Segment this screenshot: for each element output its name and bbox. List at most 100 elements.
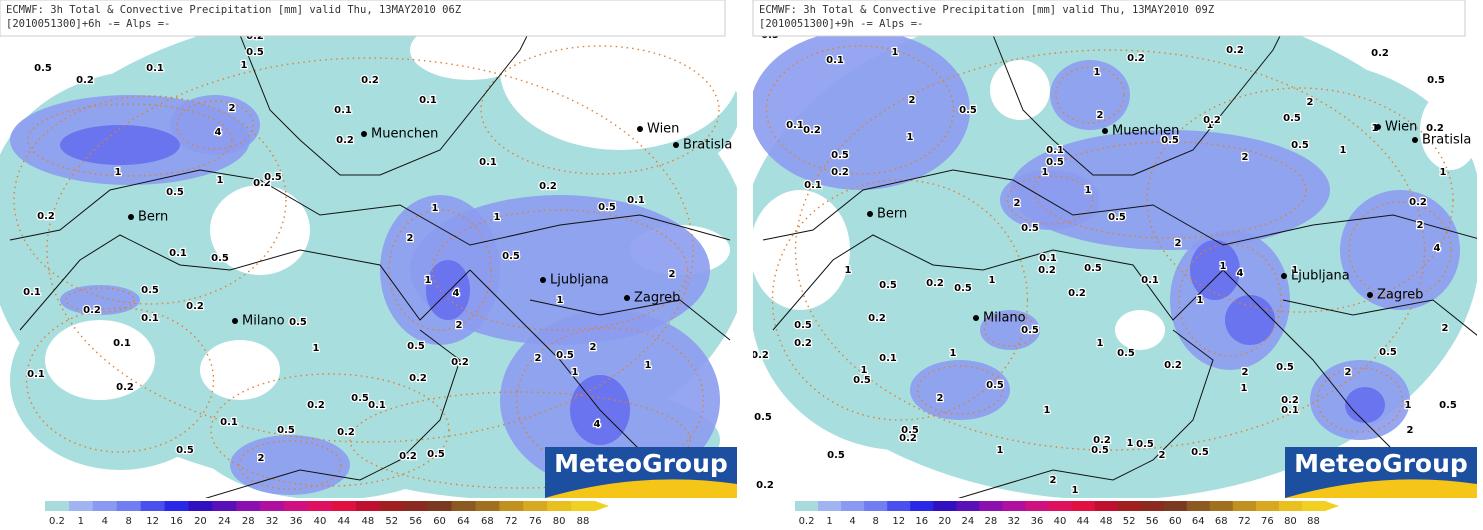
contour-label: 0.1 [146,63,164,74]
contour-line [1178,243,1282,357]
contour-label: 1 [861,365,868,376]
contour-line [480,45,720,175]
contour-label: 1 [425,275,432,286]
contour-label: 0.2 [1038,265,1056,276]
header-line: [2010051300]+6h -= Alps =- [6,18,170,30]
contour-label: 0.5 [986,380,1004,391]
colorbar-label: 20 [194,516,207,527]
contour-label: 0.1 [826,55,844,66]
contour-label: 0.5 [959,105,977,116]
precip-field: 0.5 0.1 1 2 0.5 1 0.1 0.2 0.5 0.2 0.1 1 0.2 2 0.5 1 0.2 0… [753,0,1477,498]
colorbar-segment [403,501,429,511]
contour-label: 1 [1340,145,1347,156]
colorbar-label: 24 [961,516,974,527]
no-precip [753,190,850,310]
colorbar-segment [260,501,285,511]
colorbar-segment [1140,501,1165,511]
colorbar-label: 16 [915,516,928,527]
contour-label: 4 [1434,243,1441,254]
contour-label: 1 [892,47,899,58]
contour-line [25,307,215,453]
contour-label: 0.5 [556,350,574,361]
header-line: [2010051300]+9h -= Alps =- [759,18,923,30]
contour-label: 2 [937,393,944,404]
no-precip [200,340,280,400]
contour-label: 0.5 [211,253,229,264]
city-label: Bern [877,207,907,222]
map-panel: 0.50.20.10.20.512410.510.20.50.10.20.20.… [0,0,737,527]
colorbar-segment [499,501,524,511]
heavy-precip [426,260,470,320]
city-label: Wien [1385,120,1417,135]
colorbar-label: 32 [1008,516,1021,527]
contour-label: 0.5 [176,445,194,456]
colorbar-label: 0.2 [799,516,815,527]
colorbar-label: 8 [126,516,132,527]
no-precip [1420,90,1477,170]
contour-label: 4 [1237,268,1244,279]
contour-line [238,440,342,490]
contour-label: 0.1 [879,353,897,364]
heavy-precip [1345,387,1385,423]
colorbar-segment [933,501,957,511]
no-precip [210,185,310,275]
colorbar-segment [1301,501,1326,511]
moderate-precip [1340,190,1460,310]
contour-label: 0.2 [831,167,849,178]
logo-swoosh [545,479,737,498]
city-dot [867,211,873,217]
city-dot [673,142,679,148]
colorbar-arrow [595,501,609,511]
contour-label: 0.2 [1164,360,1182,371]
colorbar-label: 76 [1261,516,1274,527]
contour-label: 0.2 [76,75,94,86]
colorbar-segment [379,501,405,511]
colorbar-segment [1186,501,1211,511]
contour-label: 0.5 [1291,140,1309,151]
city-label: Ljubljana [550,273,609,288]
contour-label: 0.1 [1281,405,1299,416]
city-label: Bern [138,210,168,225]
contour-label: 0.5 [289,317,307,328]
colorbar-segment [1255,501,1280,511]
contour-label: 2 [1014,198,1021,209]
colorbar-label: 64 [457,516,470,527]
contour-line [210,373,450,487]
contour-label: 0.5 [1108,212,1126,223]
colorbar-segment [1117,501,1142,511]
contour-label: 1 [217,175,224,186]
contour-label: 0.5 [1091,445,1109,456]
colorbar-segment [979,501,1003,511]
contour-label: 0.2 [307,400,325,411]
no-precip [1115,310,1165,350]
contour-label: 1 [1292,265,1299,276]
colorbar-label: 12 [892,516,905,527]
colorbar-label: 88 [1307,516,1320,527]
contour-label: 1 [1405,400,1412,411]
city-label: Zagreb [1377,288,1423,303]
contour-label: 0.2 [1203,115,1221,126]
contour-label: 0.2 [336,135,354,146]
contour-line [388,209,492,331]
contour-label: 1 [950,348,957,359]
border-line [9,169,731,246]
contour-label: 0.2 [337,427,355,438]
colorbar-segment [887,501,911,511]
contour-line [349,391,691,489]
contour-label: 1 [1440,167,1447,178]
colorbar-segment [864,501,888,511]
contour-label: 0.1 [23,287,41,298]
colorbar-label: 36 [290,516,303,527]
contour-label: 0.5 [598,202,616,213]
contour-line [176,100,254,150]
contour-label: 1 [1042,167,1049,178]
colorbar-label: 88 [577,516,590,527]
contour-label: 0.2 [1426,123,1444,134]
contour-label: 0.5 [502,251,520,262]
colorbar-label: 12 [146,516,159,527]
colorbar-segment [116,501,142,511]
city-dot [1281,273,1287,279]
contour-label: 0.1 [220,417,238,428]
contour-label: 0.5 [1084,263,1102,274]
contour-label: 0.2 [1068,288,1086,299]
